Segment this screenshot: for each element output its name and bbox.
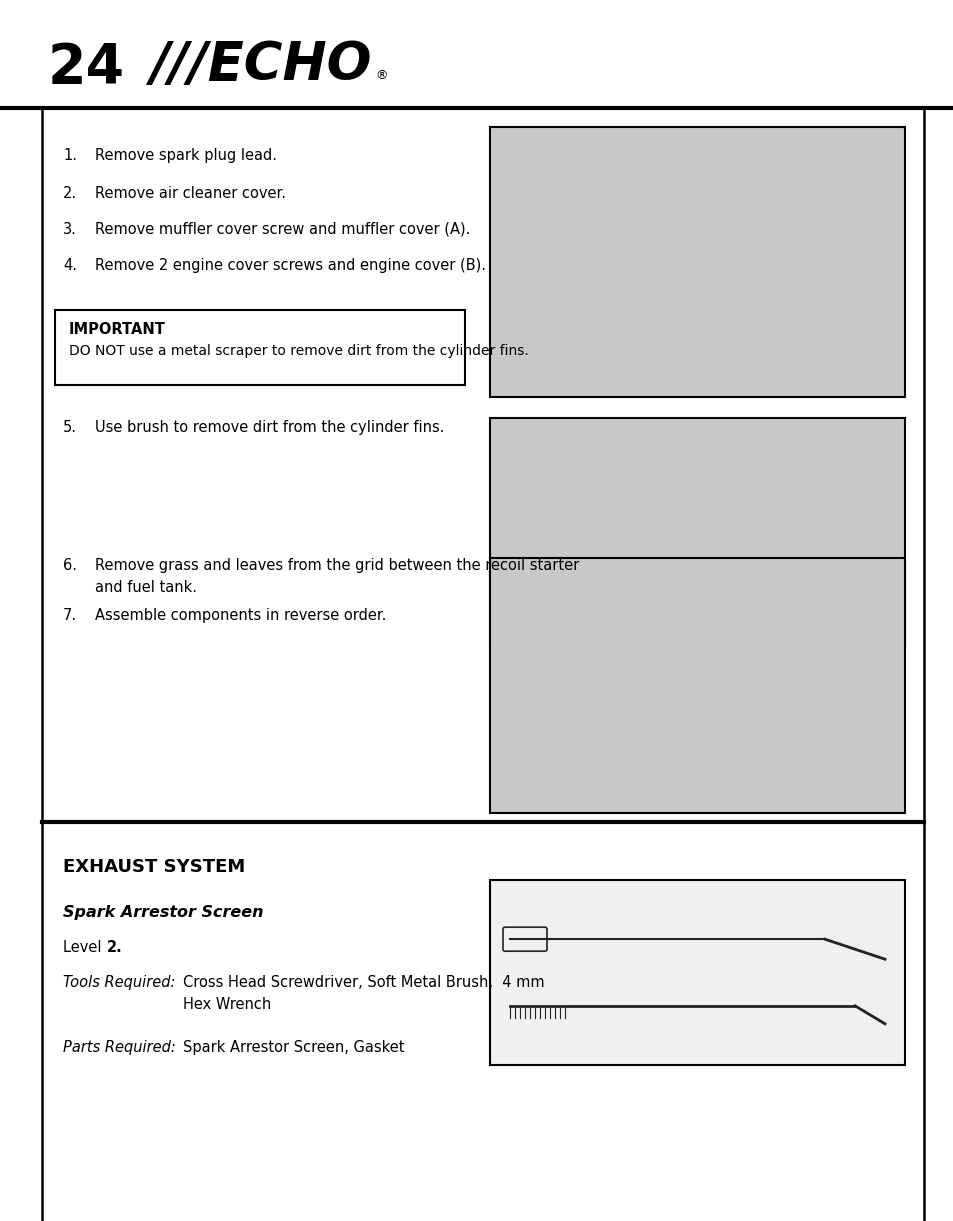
Text: Remove muffler cover screw and muffler cover (A).: Remove muffler cover screw and muffler c… xyxy=(95,222,470,237)
Text: 1.: 1. xyxy=(63,148,77,162)
Text: ///ECHO: ///ECHO xyxy=(150,39,371,92)
Text: 7.: 7. xyxy=(63,608,77,623)
Bar xyxy=(490,418,904,648)
Text: 3.: 3. xyxy=(63,222,77,237)
FancyBboxPatch shape xyxy=(502,927,546,951)
Text: 6.: 6. xyxy=(63,558,77,573)
Text: Parts Required:: Parts Required: xyxy=(63,1040,175,1055)
Text: Remove grass and leaves from the grid between the recoil starter
and fuel tank.: Remove grass and leaves from the grid be… xyxy=(95,558,578,595)
Text: 24: 24 xyxy=(48,42,125,95)
Text: Cross Head Screwdriver, Soft Metal Brush,  4 mm
Hex Wrench: Cross Head Screwdriver, Soft Metal Brush… xyxy=(183,976,544,1012)
Text: Spark Arrestor Screen: Spark Arrestor Screen xyxy=(63,905,263,919)
Text: 4.: 4. xyxy=(63,258,77,274)
Text: Tools Required:: Tools Required: xyxy=(63,976,175,990)
Text: 5.: 5. xyxy=(63,420,77,435)
Bar xyxy=(55,310,464,385)
Text: Level: Level xyxy=(63,940,106,955)
Text: Spark Arrestor Screen, Gasket: Spark Arrestor Screen, Gasket xyxy=(183,1040,404,1055)
Text: 2.: 2. xyxy=(107,940,123,955)
Text: Remove air cleaner cover.: Remove air cleaner cover. xyxy=(95,186,286,201)
Text: Use brush to remove dirt from the cylinder fins.: Use brush to remove dirt from the cylind… xyxy=(95,420,444,435)
Text: EXHAUST SYSTEM: EXHAUST SYSTEM xyxy=(63,858,245,875)
Bar xyxy=(490,558,904,813)
Text: 2.: 2. xyxy=(63,186,77,201)
Text: Assemble components in reverse order.: Assemble components in reverse order. xyxy=(95,608,386,623)
Text: Remove spark plug lead.: Remove spark plug lead. xyxy=(95,148,276,162)
Bar xyxy=(490,127,904,397)
Text: DO NOT use a metal scraper to remove dirt from the cylinder fins.: DO NOT use a metal scraper to remove dir… xyxy=(69,344,528,358)
Text: IMPORTANT: IMPORTANT xyxy=(69,322,166,337)
Text: Remove 2 engine cover screws and engine cover (B).: Remove 2 engine cover screws and engine … xyxy=(95,258,485,274)
Bar xyxy=(490,880,904,1065)
Text: ®: ® xyxy=(375,70,387,82)
